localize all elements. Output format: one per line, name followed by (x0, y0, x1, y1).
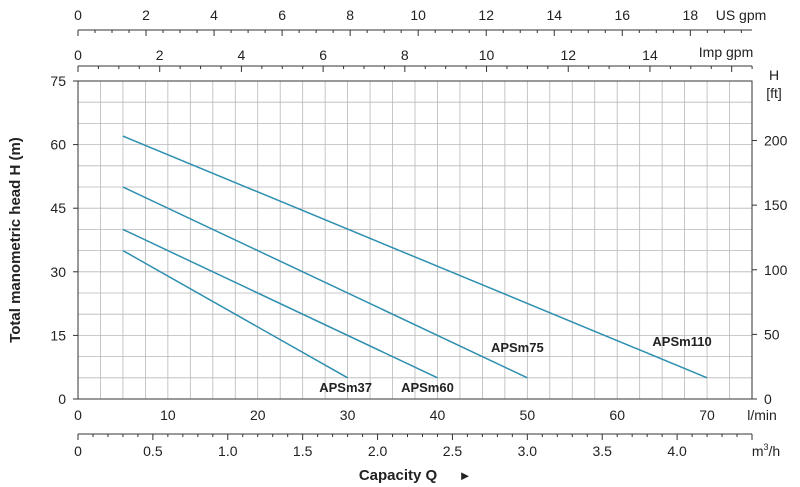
axes (73, 29, 757, 440)
imp-gpm-tick-label: 6 (319, 47, 327, 63)
us-gpm-tick-label: 14 (546, 7, 562, 23)
x-tick-label: 20 (250, 407, 266, 423)
x-tick-label: 70 (699, 407, 715, 423)
right-axis-label-ft: [ft] (766, 85, 782, 101)
us-gpm-unit: US gpm (716, 7, 767, 23)
series-line-apsm60 (122, 228, 438, 379)
m3h-unit: m3/h (752, 442, 780, 459)
y-axis-title: Total manometric head H (m) (7, 137, 24, 343)
x-axis-unit-lmin: l/min (747, 407, 777, 423)
grid (77, 80, 753, 400)
us-gpm-tick-label: 8 (346, 7, 354, 23)
y-tick-label: 75 (50, 73, 66, 89)
series-line-apsm75 (122, 186, 528, 379)
x-tick-label: 0 (74, 407, 82, 423)
m3h-tick-label: 0.5 (143, 443, 163, 459)
us-gpm-tick-label: 18 (683, 7, 699, 23)
m3h-tick-label: 3.5 (592, 443, 612, 459)
series-label-apsm75: APSm75 (491, 340, 544, 355)
series-label-apsm110: APSm110 (652, 334, 711, 349)
m3h-tick-label: 1.0 (218, 443, 238, 459)
m3h-tick-label: 2.0 (368, 443, 388, 459)
m3h-tick-label: 2.5 (443, 443, 463, 459)
m3h-tick-label: 4.0 (667, 443, 687, 459)
imp-gpm-tick-label: 8 (401, 47, 409, 63)
x-tick-label: 50 (520, 407, 536, 423)
right-tick-label: 100 (764, 262, 788, 278)
y-tick-label: 60 (50, 137, 66, 153)
series-label-apsm37: APSm37 (319, 380, 372, 395)
us-gpm-tick-label: 12 (478, 7, 494, 23)
us-gpm-tick-label: 6 (278, 7, 286, 23)
imp-gpm-unit: Imp gpm (699, 44, 753, 60)
imp-gpm-tick-label: 12 (560, 47, 576, 63)
us-gpm-tick-label: 10 (410, 7, 426, 23)
right-tick-label: 0 (764, 391, 772, 407)
y-tick-label: 0 (58, 391, 66, 407)
x-tick-label: 40 (430, 407, 446, 423)
m3h-tick-label: 1.5 (293, 443, 313, 459)
x-axis-arrow: ► (459, 468, 472, 483)
series-line-apsm110 (122, 135, 708, 379)
y-tick-label: 15 (50, 327, 66, 343)
m3h-tick-label: 0 (74, 443, 82, 459)
imp-gpm-tick-label: 0 (74, 47, 82, 63)
us-gpm-tick-label: 0 (74, 7, 82, 23)
imp-gpm-tick-label: 14 (642, 47, 658, 63)
us-gpm-tick-label: 2 (142, 7, 150, 23)
y-tick-label: 30 (50, 264, 66, 280)
us-gpm-tick-label: 4 (210, 7, 218, 23)
right-tick-label: 50 (764, 326, 780, 342)
plot-frame (77, 80, 753, 400)
y-tick-label: 45 (50, 200, 66, 216)
imp-gpm-tick-label: 2 (156, 47, 164, 63)
x-axis-title: Capacity Q (359, 467, 438, 484)
right-tick-label: 150 (764, 197, 788, 213)
right-axis-label-h: H (769, 67, 779, 83)
imp-gpm-tick-label: 10 (479, 47, 495, 63)
imp-gpm-tick-label: 4 (238, 47, 246, 63)
m3h-tick-label: 3.0 (518, 443, 538, 459)
series-label-apsm60: APSm60 (401, 380, 454, 395)
right-tick-label: 200 (764, 133, 788, 149)
x-tick-label: 30 (340, 407, 356, 423)
us-gpm-tick-label: 16 (615, 7, 631, 23)
series-lines (122, 135, 708, 379)
x-tick-label: 60 (609, 407, 625, 423)
x-tick-label: 10 (160, 407, 176, 423)
series-line-apsm37 (122, 249, 348, 379)
